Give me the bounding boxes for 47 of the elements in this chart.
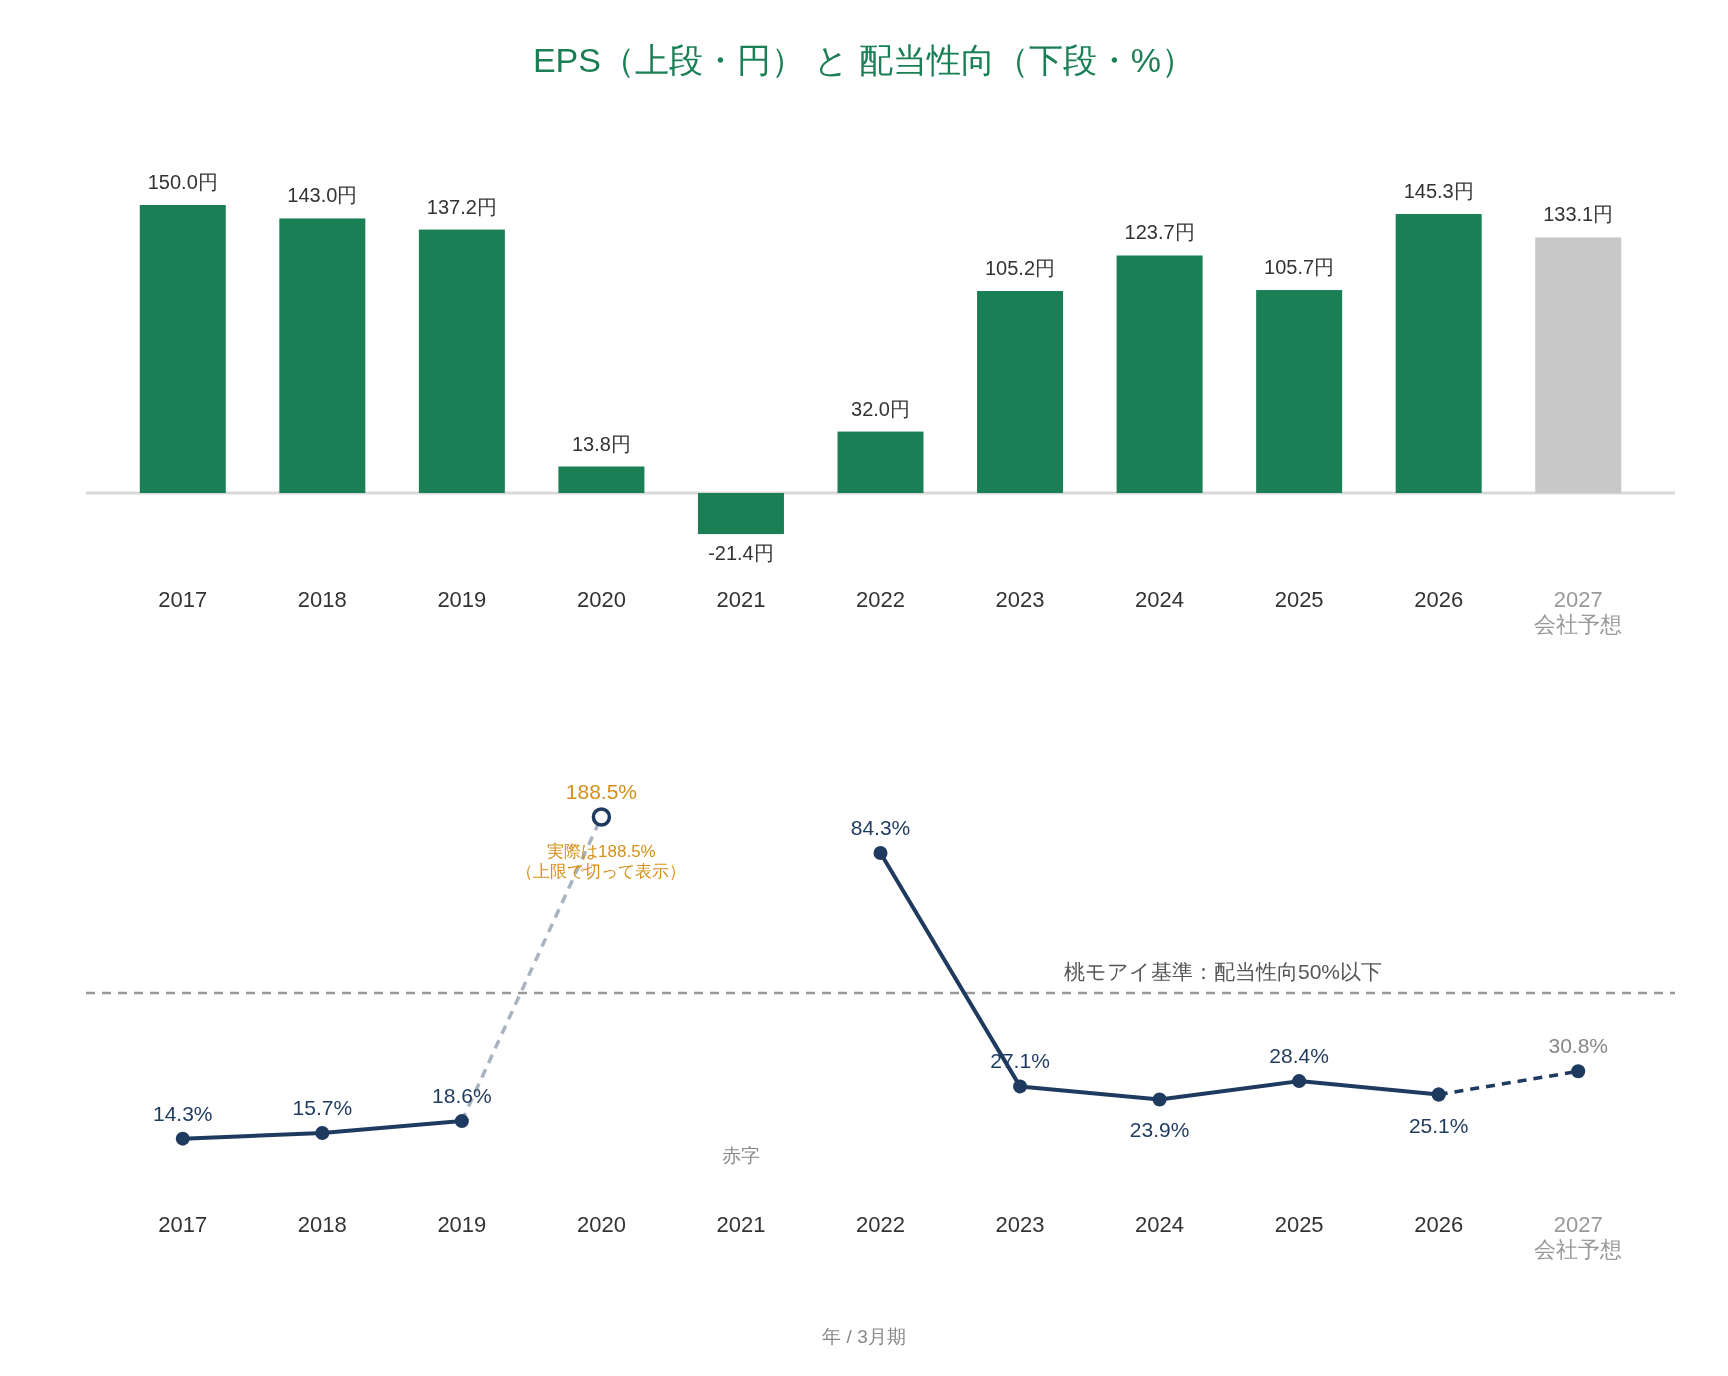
x-tick-label: 2020	[576, 1212, 626, 1237]
text: 赤字	[721, 1145, 760, 1166]
x-tick-label: 2017	[158, 1212, 208, 1237]
x-tick-label: 2023	[995, 587, 1045, 612]
x-tick-label: 2023	[995, 1212, 1045, 1237]
x-tick-label: 2025	[1274, 1212, 1324, 1237]
text: 188.5%	[565, 780, 638, 803]
x-tick-label: 2026	[1414, 587, 1464, 612]
data-label: 23.9%	[1129, 1118, 1190, 1142]
x-tick-label: 2025	[1274, 587, 1324, 612]
data-label: 123.7円	[1124, 221, 1195, 244]
x-tick-label: 2027 会社予想	[1534, 1212, 1623, 1263]
data-label: 13.8円	[571, 432, 631, 455]
x-tick-label: 2021	[716, 1212, 766, 1237]
x-tick-label: 2024	[1135, 587, 1185, 612]
data-label: 143.0円	[287, 184, 358, 207]
data-label: 133.1円	[1543, 203, 1614, 226]
data-label: 84.3%	[850, 816, 911, 839]
x-tick-label: 2017	[158, 587, 208, 612]
data-label: 105.2円	[985, 257, 1056, 280]
data-label: 32.0円	[851, 397, 910, 420]
data-label: 137.2円	[426, 195, 497, 218]
x-tick-label: 2021	[716, 587, 766, 612]
x-tick-label: 2024	[1135, 1212, 1185, 1237]
data-label: 15.7%	[292, 1095, 353, 1119]
data-label: 28.4%	[1269, 1044, 1329, 1068]
x-tick-label: 2018	[297, 1212, 347, 1237]
x-tick-label: 2022	[856, 587, 905, 612]
annotation: 実際は188.5% （上限で切って表示）	[516, 842, 687, 881]
x-tick-label: 2026	[1414, 1212, 1464, 1237]
x-tick-label: 2019	[437, 587, 487, 612]
data-label: 145.3円	[1403, 180, 1474, 203]
data-label: 150.0円	[147, 171, 218, 193]
x-tick-label: 2022	[856, 1212, 905, 1237]
x-tick-label: 2019	[437, 1212, 487, 1237]
data-label: 18.6%	[432, 1084, 492, 1108]
x-tick-label: 2018	[297, 587, 347, 612]
data-label: 30.8%	[1548, 1034, 1608, 1058]
data-label: 25.1%	[1408, 1113, 1469, 1137]
data-label: 14.3%	[153, 1101, 213, 1125]
chart-title: EPS（上段・円） と 配当性向（下段・%）	[532, 41, 1196, 79]
text: 年 / 3月期	[822, 1326, 906, 1347]
data-label: -21.4円	[708, 542, 774, 565]
ref-line-label: 桃モアイ基準：配当性向50%以下	[1063, 959, 1383, 983]
x-tick-label: 2020	[576, 587, 626, 612]
x-tick-label: 2027 会社予想	[1534, 587, 1623, 638]
data-label: 105.7円	[1264, 256, 1335, 279]
